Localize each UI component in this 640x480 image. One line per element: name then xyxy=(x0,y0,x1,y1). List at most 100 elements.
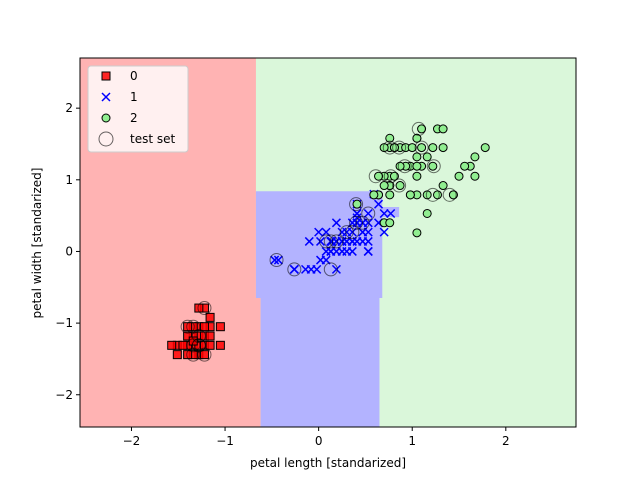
x-tick-label: 1 xyxy=(408,434,416,448)
test-set-marker xyxy=(361,206,376,221)
point-class-0 xyxy=(205,331,215,341)
test-set-marker xyxy=(329,234,344,249)
y-tick-label: 2 xyxy=(65,101,73,115)
point-class-2 xyxy=(385,218,395,228)
point-class-1 xyxy=(374,199,384,209)
point-class-1 xyxy=(314,227,324,237)
point-class-1 xyxy=(363,208,373,219)
test-set-marker xyxy=(397,159,412,174)
point-class-1 xyxy=(304,236,314,246)
point-class-2 xyxy=(454,171,464,181)
point-class-2 xyxy=(422,152,432,162)
point-class-1 xyxy=(337,227,347,237)
point-class-0 xyxy=(205,340,215,350)
point-class-1 xyxy=(331,264,341,274)
test-set-marker xyxy=(197,301,212,316)
test-set-marker xyxy=(349,215,364,230)
test-set-marker xyxy=(180,319,195,334)
point-class-1 xyxy=(342,246,352,256)
point-class-2 xyxy=(395,181,405,191)
point-class-1 xyxy=(379,227,389,237)
decision-region-class-1 xyxy=(255,191,400,427)
plot-frame xyxy=(79,57,577,428)
y-tick-label: −2 xyxy=(55,388,73,402)
test-set-marker xyxy=(442,187,457,202)
point-class-0 xyxy=(199,322,209,332)
y-axis: −2 −1 0 1 2 xyxy=(55,101,80,402)
test-set-marker xyxy=(323,234,338,249)
point-class-1 xyxy=(289,264,299,274)
point-class-2 xyxy=(412,161,422,171)
point-class-2 xyxy=(432,190,442,200)
point-class-2 xyxy=(422,208,432,218)
point-class-0 xyxy=(183,331,193,341)
test-set-marker xyxy=(411,121,426,136)
test-set-marker xyxy=(382,140,397,155)
point-class-2 xyxy=(389,143,399,153)
test-set-marker xyxy=(339,225,354,240)
point-class-2 xyxy=(352,199,362,209)
point-class-2 xyxy=(438,124,448,134)
point-class-1 xyxy=(358,227,368,237)
point-class-0 xyxy=(199,350,209,360)
point-class-1 xyxy=(363,218,373,228)
test-set-marker xyxy=(191,338,206,353)
point-class-1 xyxy=(312,264,322,274)
point-class-2 xyxy=(470,152,480,162)
point-class-2 xyxy=(428,161,438,171)
point-class-2 xyxy=(428,143,438,153)
point-class-0 xyxy=(215,322,225,332)
legend-marker-test-set xyxy=(98,131,114,147)
y-tick-label: 0 xyxy=(65,244,73,258)
point-class-2 xyxy=(385,190,395,200)
point-class-2 xyxy=(405,190,415,200)
point-class-2 xyxy=(412,228,422,238)
legend-label: 1 xyxy=(130,90,138,104)
test-set-marker xyxy=(392,178,407,193)
point-class-1 xyxy=(331,236,341,246)
point-class-2 xyxy=(385,133,395,143)
point-class-1 xyxy=(315,255,326,265)
point-class-0 xyxy=(178,340,188,350)
test-set-marker xyxy=(287,262,302,277)
legend-label: test set xyxy=(130,132,175,146)
x-tick-label: −2 xyxy=(123,434,141,448)
x-axis: −2 −1 0 1 2 xyxy=(123,427,510,448)
y-axis-label: petal width [standarized] xyxy=(30,168,44,319)
point-class-1 xyxy=(331,218,341,228)
point-class-1 xyxy=(386,208,396,219)
point-class-1 xyxy=(326,246,336,256)
test-set-marker xyxy=(319,234,334,249)
x-tick-label: −1 xyxy=(216,434,234,448)
test-set-marker xyxy=(368,169,383,184)
legend-marker-class-2 xyxy=(101,113,111,123)
point-class-1 xyxy=(358,236,368,246)
point-class-2 xyxy=(438,181,448,191)
legend-box xyxy=(87,65,189,153)
point-class-2 xyxy=(379,181,389,191)
point-class-2 xyxy=(369,190,379,200)
test-set-markers xyxy=(180,121,457,362)
point-class-2 xyxy=(412,171,422,181)
legend-marker-class-0 xyxy=(101,71,111,81)
test-set-marker xyxy=(392,140,407,155)
point-class-0 xyxy=(188,336,198,346)
point-class-2 xyxy=(407,143,417,153)
x-tick-label: 0 xyxy=(315,434,323,448)
point-class-2 xyxy=(470,171,480,181)
legend: 0 1 2 test set xyxy=(87,65,189,153)
point-class-0 xyxy=(215,340,225,350)
point-class-1 xyxy=(379,208,389,219)
point-class-2 xyxy=(438,143,448,153)
test-set-marker xyxy=(383,169,398,184)
point-class-0 xyxy=(167,340,177,350)
point-class-0 xyxy=(205,312,215,322)
test-set-marker xyxy=(425,187,440,202)
point-class-2 xyxy=(412,152,422,162)
point-class-0 xyxy=(172,350,182,360)
point-class-1 xyxy=(270,255,280,265)
test-set-marker xyxy=(414,140,429,155)
x-axis-label: petal length [standarized] xyxy=(250,456,406,470)
x-tick-label: 2 xyxy=(502,434,510,448)
